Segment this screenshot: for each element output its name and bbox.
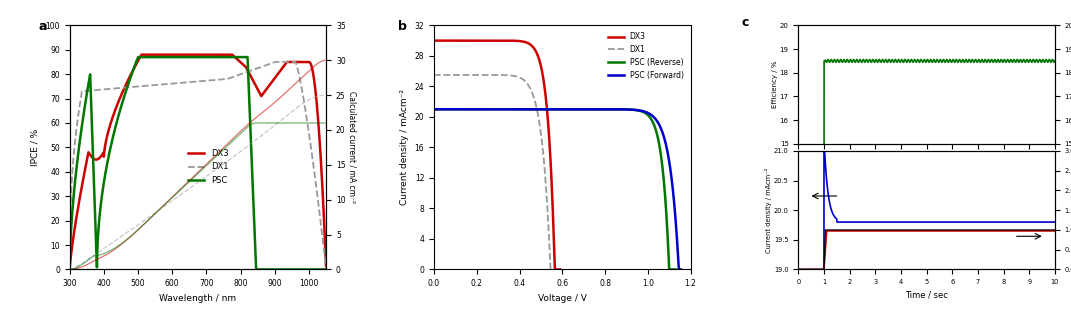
DX3 (63, 268, 76, 271)
PSC (Forward) (667, 197, 680, 201)
PSC (Reverse) (427, 107, 440, 111)
Line: DX3: DX3 (434, 41, 560, 269)
Y-axis label: Current density / mAcm⁻²: Current density / mAcm⁻² (766, 167, 772, 253)
DX1 (483, 73, 496, 77)
PSC (320, 268, 333, 271)
DX1 (547, 268, 560, 271)
PSC (Forward) (541, 107, 554, 111)
DX1 (434, 73, 447, 77)
DX3 (108, 111, 121, 115)
PSC (Forward) (673, 268, 685, 271)
DX1 (287, 60, 300, 64)
DX3 (427, 39, 440, 42)
PSC (Reverse) (662, 251, 675, 255)
PSC (Reverse) (618, 107, 631, 111)
DX3 (172, 53, 185, 56)
DX3 (287, 60, 300, 64)
PSC (Forward) (675, 268, 688, 271)
Y-axis label: Current density / mAcm⁻²: Current density / mAcm⁻² (401, 89, 409, 205)
PSC (Reverse) (440, 107, 453, 111)
PSC (Reverse) (669, 268, 682, 271)
DX3 (162, 53, 175, 56)
DX1 (544, 262, 557, 265)
PSC (132, 55, 145, 59)
DX1 (522, 83, 534, 87)
X-axis label: Voltage / V: Voltage / V (538, 294, 587, 303)
DX3 (550, 268, 563, 271)
DX1 (544, 260, 557, 264)
PSC (Forward) (622, 107, 635, 111)
PSC (Forward) (547, 107, 560, 111)
PSC (Reverse) (663, 268, 676, 271)
Text: c: c (742, 16, 750, 29)
PSC (Forward) (440, 107, 453, 111)
DX1 (269, 60, 282, 64)
DX3 (434, 39, 447, 42)
DX3 (92, 157, 105, 160)
DX1 (92, 88, 105, 92)
DX3 (320, 268, 333, 271)
Line: DX1: DX1 (70, 62, 327, 269)
X-axis label: Wavelength / nm: Wavelength / nm (160, 294, 237, 303)
PSC (162, 55, 175, 59)
Line: DX3: DX3 (70, 55, 327, 269)
DX1 (544, 268, 557, 271)
DX3 (550, 268, 563, 271)
DX3 (548, 268, 561, 271)
X-axis label: Time / sec: Time / sec (905, 291, 948, 300)
DX3 (485, 39, 498, 42)
DX1 (162, 82, 175, 86)
PSC (108, 130, 121, 134)
PSC (172, 55, 185, 59)
DX3 (527, 45, 540, 49)
Legend: DX3, DX1, PSC: DX3, DX1, PSC (184, 146, 232, 188)
PSC (Reverse) (545, 107, 558, 111)
DX1 (172, 81, 185, 85)
PSC (92, 222, 105, 226)
Text: b: b (398, 21, 407, 34)
Y-axis label: IPCE / %: IPCE / % (31, 129, 40, 166)
Y-axis label: Calculated current / mA cm⁻²: Calculated current / mA cm⁻² (347, 91, 356, 204)
DX3 (488, 39, 501, 42)
DX1 (315, 225, 328, 229)
PSC (315, 268, 328, 271)
PSC (Reverse) (662, 254, 675, 258)
Line: PSC (Forward): PSC (Forward) (434, 109, 681, 269)
Line: PSC (Reverse): PSC (Reverse) (434, 109, 676, 269)
DX1 (486, 73, 499, 77)
PSC (Forward) (667, 196, 680, 199)
PSC (Reverse) (539, 107, 552, 111)
PSC (Forward) (427, 107, 440, 111)
Legend: DX3, DX1, PSC (Reverse), PSC (Forward): DX3, DX1, PSC (Reverse), PSC (Forward) (605, 29, 687, 83)
Line: PSC: PSC (70, 57, 327, 269)
DX3 (315, 165, 328, 168)
DX1 (427, 73, 440, 77)
Line: DX1: DX1 (434, 75, 554, 269)
PSC (63, 268, 76, 271)
Text: a: a (39, 21, 47, 34)
PSC (287, 268, 300, 271)
DX1 (63, 268, 76, 271)
DX1 (108, 87, 121, 90)
DX3 (554, 268, 567, 271)
DX3 (135, 53, 148, 56)
Y-axis label: Efficiency / %: Efficiency / % (772, 61, 779, 108)
DX1 (320, 268, 333, 271)
